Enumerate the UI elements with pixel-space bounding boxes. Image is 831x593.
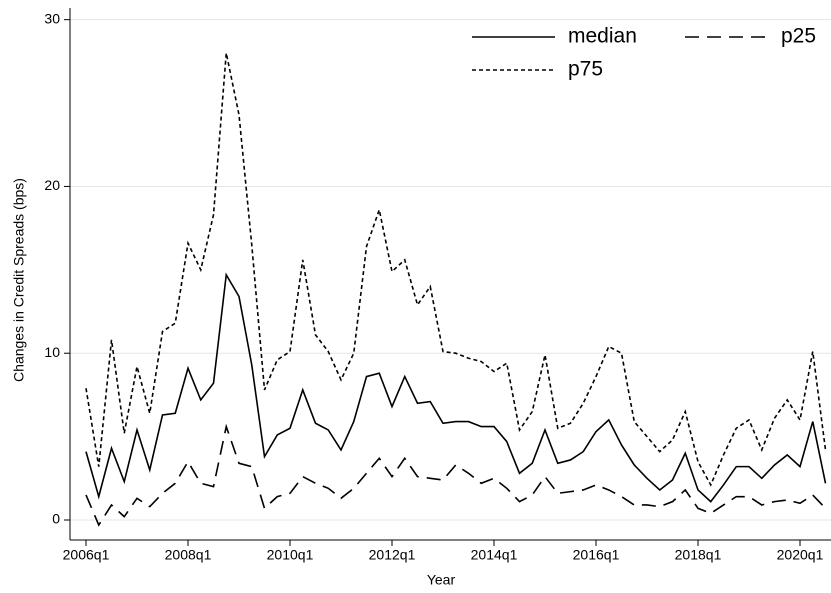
legend-label: p75 [568, 58, 603, 81]
line-series [85, 272, 827, 503]
x-tick-label: 2006q1 [63, 547, 110, 563]
x-tick-label: 2010q1 [267, 547, 314, 563]
x-tick-label: 2008q1 [165, 547, 212, 563]
x-tick-label: 2014q1 [471, 547, 518, 563]
legend-label: median [568, 25, 637, 48]
y-tick-label: 20 [44, 177, 60, 193]
y-tick-label: 30 [44, 10, 60, 26]
x-tick-label: 2012q1 [369, 547, 416, 563]
line-series [85, 52, 827, 487]
legend-label: p25 [781, 25, 816, 48]
y-axis-title: Changes in Credit Spreads (bps) [11, 178, 27, 382]
line-series [85, 423, 827, 527]
x-tick-label: 2016q1 [573, 547, 620, 563]
x-axis-title: Year [427, 572, 456, 588]
y-tick-label: 10 [44, 344, 60, 360]
x-tick-label: 2020q1 [777, 547, 824, 563]
y-tick-label: 0 [52, 511, 60, 527]
x-tick-label: 2018q1 [675, 547, 722, 563]
